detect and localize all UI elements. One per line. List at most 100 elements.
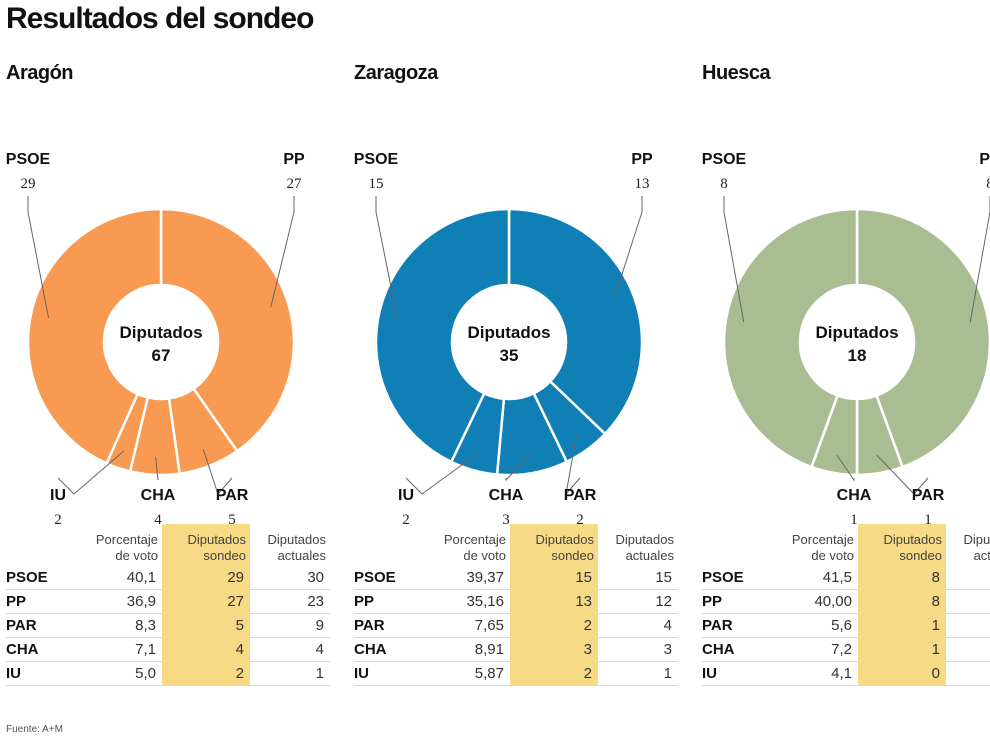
cell-actual: 4 xyxy=(598,613,678,638)
cell-party: PSOE xyxy=(6,566,70,590)
header-voto: Porcentaje de voto xyxy=(443,532,506,563)
region-title: Aragón xyxy=(6,62,74,84)
table-row: PP 40,00 8 xyxy=(702,589,990,614)
leader-line-cha xyxy=(155,456,159,481)
slice-value-psoe: 8 xyxy=(720,176,728,192)
leader-line-iu xyxy=(405,452,479,495)
leader-line-pp xyxy=(270,196,295,308)
cell-party: CHA xyxy=(702,637,766,662)
cell-sondeo: 15 xyxy=(510,566,598,590)
slice-psoe xyxy=(26,207,163,465)
slice-label-par: PAR xyxy=(216,487,249,504)
cell-voto: 8,91 xyxy=(418,637,510,662)
leader-line-par xyxy=(565,434,581,496)
page-title: Resultados del sondeo xyxy=(6,2,314,35)
cell-sondeo: 29 xyxy=(162,566,250,590)
cell-actual: 9 xyxy=(250,613,330,638)
table-row: PSOE 41,5 8 xyxy=(702,566,990,590)
cell-party: PP xyxy=(702,589,766,614)
center-total: 18 xyxy=(848,346,867,365)
donut-chart-aragon: PSOE 29 PP 27 PAR 5 CHA 4 IU 2 Diputados 67 xyxy=(6,151,305,528)
cell-party: PP xyxy=(354,589,418,614)
cell-voto: 39,37 xyxy=(418,566,510,590)
cell-party: PAR xyxy=(702,613,766,638)
slice-psoe xyxy=(374,207,511,464)
results-table-aragon: Porcentaje de voto Diputados sondeo Dipu… xyxy=(6,524,330,686)
slice-label-pp: PP xyxy=(631,151,653,168)
cell-party: PAR xyxy=(6,613,70,638)
header-voto: Porcentaje de voto xyxy=(791,532,854,563)
cell-voto: 5,0 xyxy=(70,661,162,686)
source-note: Fuente: A+M xyxy=(6,724,63,735)
slice-label-iu: IU xyxy=(398,487,414,504)
slice-value-pp: 27 xyxy=(287,176,303,192)
cell-sondeo: 2 xyxy=(510,613,598,638)
slice-value-iu: 2 xyxy=(54,512,62,528)
cell-voto: 40,1 xyxy=(70,566,162,590)
leader-line-pp xyxy=(614,196,643,297)
table-row: IU 5,0 2 1 xyxy=(6,661,330,686)
cell-party: CHA xyxy=(354,637,418,662)
slice-label-pp: PP xyxy=(283,151,305,168)
cell-actual: 1 xyxy=(598,661,678,686)
header-blank xyxy=(354,524,418,566)
cell-sondeo: 8 xyxy=(858,589,946,614)
region-title: Huesca xyxy=(702,62,771,84)
table-row: CHA 8,91 3 3 xyxy=(354,637,678,662)
table-row: PP 36,9 27 23 xyxy=(6,589,330,614)
panel-huesca: Huesca PSOE8PP8PAR1CHA1Diputados18 Porce… xyxy=(702,62,990,742)
center-label: Diputados xyxy=(467,323,550,342)
slice-label-psoe: PSOE xyxy=(6,151,51,168)
cell-voto: 5,6 xyxy=(766,613,858,638)
cell-voto: 7,2 xyxy=(766,637,858,662)
slice-value-psoe: 29 xyxy=(21,176,36,192)
slice-value-cha: 4 xyxy=(154,512,162,528)
header-sondeo: Diputados sondeo xyxy=(858,524,946,566)
cell-sondeo: 13 xyxy=(510,589,598,614)
cell-voto: 5,87 xyxy=(418,661,510,686)
panel-zaragoza: Zaragoza PSOE 15 PP 13 PAR 2 CHA 3 IU 2 Diputados 3… xyxy=(354,62,684,742)
donut-chart-zaragoza: PSOE 15 PP 13 PAR 2 CHA 3 IU 2 Diputados 35 xyxy=(354,151,653,528)
cell-voto: 7,1 xyxy=(70,637,162,662)
cell-sondeo: 1 xyxy=(858,637,946,662)
cell-voto: 7,65 xyxy=(418,613,510,638)
cell-party: PSOE xyxy=(702,566,766,590)
cell-actual: 23 xyxy=(250,589,330,614)
slice-value-psoe: 15 xyxy=(369,176,384,192)
cell-sondeo: 5 xyxy=(162,613,250,638)
cell-actual xyxy=(946,613,990,638)
cell-party: CHA xyxy=(6,637,70,662)
cell-actual: 4 xyxy=(250,637,330,662)
cell-voto: 8,3 xyxy=(70,613,162,638)
cell-sondeo: 3 xyxy=(510,637,598,662)
center-total: 35 xyxy=(500,346,519,365)
leader-line-cha xyxy=(505,454,530,482)
table-row: PAR 5,6 1 xyxy=(702,613,990,638)
slice-value-par: 2 xyxy=(576,512,584,528)
cell-sondeo: 2 xyxy=(510,661,598,686)
cell-actual xyxy=(946,589,990,614)
slice-value-pp: 13 xyxy=(635,176,650,192)
leader-line-psoe xyxy=(27,196,50,319)
slice-label-par: PAR xyxy=(912,487,945,504)
slice-pp xyxy=(159,207,296,453)
cell-party: PAR xyxy=(354,613,418,638)
cell-sondeo: 4 xyxy=(162,637,250,662)
cell-party: IU xyxy=(702,661,766,686)
cell-actual: 1 xyxy=(250,661,330,686)
slice-label-psoe: PSOE xyxy=(702,151,747,168)
cell-voto: 35,16 xyxy=(418,589,510,614)
slice-label-cha: CHA xyxy=(837,487,872,504)
donut-chart-huesca: PSOE 8 PP 8 PAR 1 CHA 1 Diputados 18 xyxy=(702,151,990,528)
header-sondeo: Diputados sondeo xyxy=(162,524,250,566)
leader-line-psoe xyxy=(375,196,398,317)
cell-sondeo: 27 xyxy=(162,589,250,614)
cell-actual: 3 xyxy=(598,637,678,662)
center-label: Diputados xyxy=(815,323,898,342)
header-sondeo: Diputados sondeo xyxy=(510,524,598,566)
cell-actual: 15 xyxy=(598,566,678,590)
slice-label-cha: CHA xyxy=(141,487,176,504)
table-body: PSOE 41,5 8 PP 40,00 8 PAR 5,6 1 CHA 7,2 1 IU 4,1 0 xyxy=(702,566,990,686)
cell-actual xyxy=(946,637,990,662)
slice-value-par: 5 xyxy=(228,512,236,528)
